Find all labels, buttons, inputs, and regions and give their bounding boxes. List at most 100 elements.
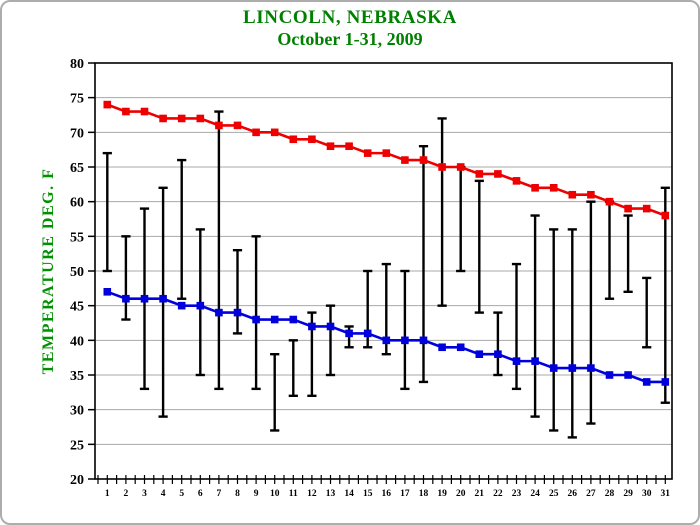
x-tick-label: 7 [217,489,222,499]
normal-low-marker [159,294,167,303]
range-bar-day-18 [418,144,429,384]
range-bar-day-7 [214,110,224,391]
normal-high-marker [456,163,465,171]
normal-low-marker [382,336,391,345]
range-bar-day-30 [642,276,652,349]
x-tick-label: 4 [161,489,166,499]
normal-high-marker [438,163,446,171]
x-tick-label: 30 [642,489,652,499]
normal-high-marker [419,156,428,164]
normal-low-marker [326,322,335,331]
normal-low-marker [177,301,186,310]
y-tick-label: 35 [70,369,84,384]
normal-high-marker [270,128,279,137]
normal-high-marker [326,142,335,150]
normal-high-marker [642,204,651,213]
x-tick-label: 21 [475,489,485,499]
range-bar-day-22 [493,311,503,377]
normal-low-marker [215,308,223,317]
y-tick-label: 40 [70,334,84,349]
range-bar-day-1 [102,151,112,273]
normal-high-marker [177,114,186,123]
y-tick-label: 60 [70,196,84,211]
x-tick-label: 11 [289,489,298,499]
chart-subtitle: October 1-31, 2009 [277,29,423,49]
normal-high-marker [401,156,409,164]
y-tick-label: 70 [70,126,84,141]
y-tick-label: 65 [70,161,84,176]
normal-low-marker [624,371,632,379]
y-tick-label: 50 [70,265,84,280]
normal-high-marker [345,142,353,150]
range-bar-day-11 [288,339,298,397]
range-bar-day-23 [511,262,522,391]
x-axis: 1 2 3 4 5 6 7 8 9 10 11 12 13 14 15 16 17 18 19 20 21 22 23 24 2… [97,475,671,499]
normal-high-marker [215,121,223,130]
x-tick-label: 25 [549,489,559,499]
normal-high-marker [159,114,167,123]
normal-low-marker [549,364,558,372]
x-tick-label: 10 [270,489,280,499]
chart-header: LINCOLN, NEBRASKA October 1-31, 2009 [2,7,698,50]
normal-low-marker [587,364,595,372]
y-tick-label: 45 [70,300,84,315]
normal-high-marker [122,107,130,116]
normal-low-series [103,288,670,386]
normal-high-marker [587,190,595,199]
range-bar-day-9 [251,235,261,391]
normal-low-marker [642,378,651,386]
y-axis: 20 25 30 35 40 45 50 55 60 65 70 75 80 [70,57,95,488]
x-tick-label: 18 [419,489,429,499]
x-tick-label: 24 [530,489,540,499]
normal-high-series [103,100,670,220]
normal-high-marker [624,204,632,213]
normal-low-marker [456,343,465,352]
x-tick-label: 6 [198,489,203,499]
normal-high-marker [363,149,372,157]
normal-low-marker [661,378,670,386]
x-tick-label: 31 [661,489,671,499]
y-axis-title: TEMPERATURE DEG. F [40,168,57,375]
y-tick-label: 20 [70,473,84,488]
normal-low-marker [122,294,130,303]
normal-high-marker [494,170,502,178]
chart-title: LINCOLN, NEBRASKA [243,7,457,28]
normal-high-marker [512,177,521,185]
x-tick-label: 28 [605,489,615,499]
daily-range-bars [102,110,670,439]
normal-low-marker [363,329,372,338]
normal-low-marker [512,357,521,365]
normal-high-marker [196,114,205,123]
range-bar-day-29 [623,214,633,293]
y-tick-label: 80 [70,57,84,72]
x-tick-label: 12 [307,489,317,499]
y-tick-label: 55 [70,230,84,245]
x-tick-label: 5 [179,489,184,499]
range-bar-day-2 [121,235,131,321]
range-bar-day-5 [177,158,187,300]
normal-high-marker [103,100,112,109]
x-tick-label: 22 [493,489,503,499]
y-tick-label: 30 [70,404,84,419]
range-bar-day-25 [549,228,559,432]
normal-low-marker [289,315,298,324]
x-tick-label: 1 [105,489,110,499]
range-bar-day-31 [660,186,670,404]
range-bar-day-13 [325,304,336,377]
normal-high-marker [531,184,539,192]
x-tick-label: 3 [142,489,147,499]
range-bar-day-28 [604,200,615,300]
range-bar-day-19 [437,117,447,307]
normal-high-marker [605,197,614,206]
normal-low-marker [345,329,353,338]
x-tick-label: 14 [344,489,354,499]
range-bar-day-10 [270,353,280,432]
range-bar-day-24 [530,214,540,418]
x-tick-label: 26 [568,489,578,499]
y-tick-label: 75 [70,92,84,107]
gridlines [95,97,672,445]
x-tick-label: 23 [512,489,522,499]
normal-high-marker [289,135,298,144]
